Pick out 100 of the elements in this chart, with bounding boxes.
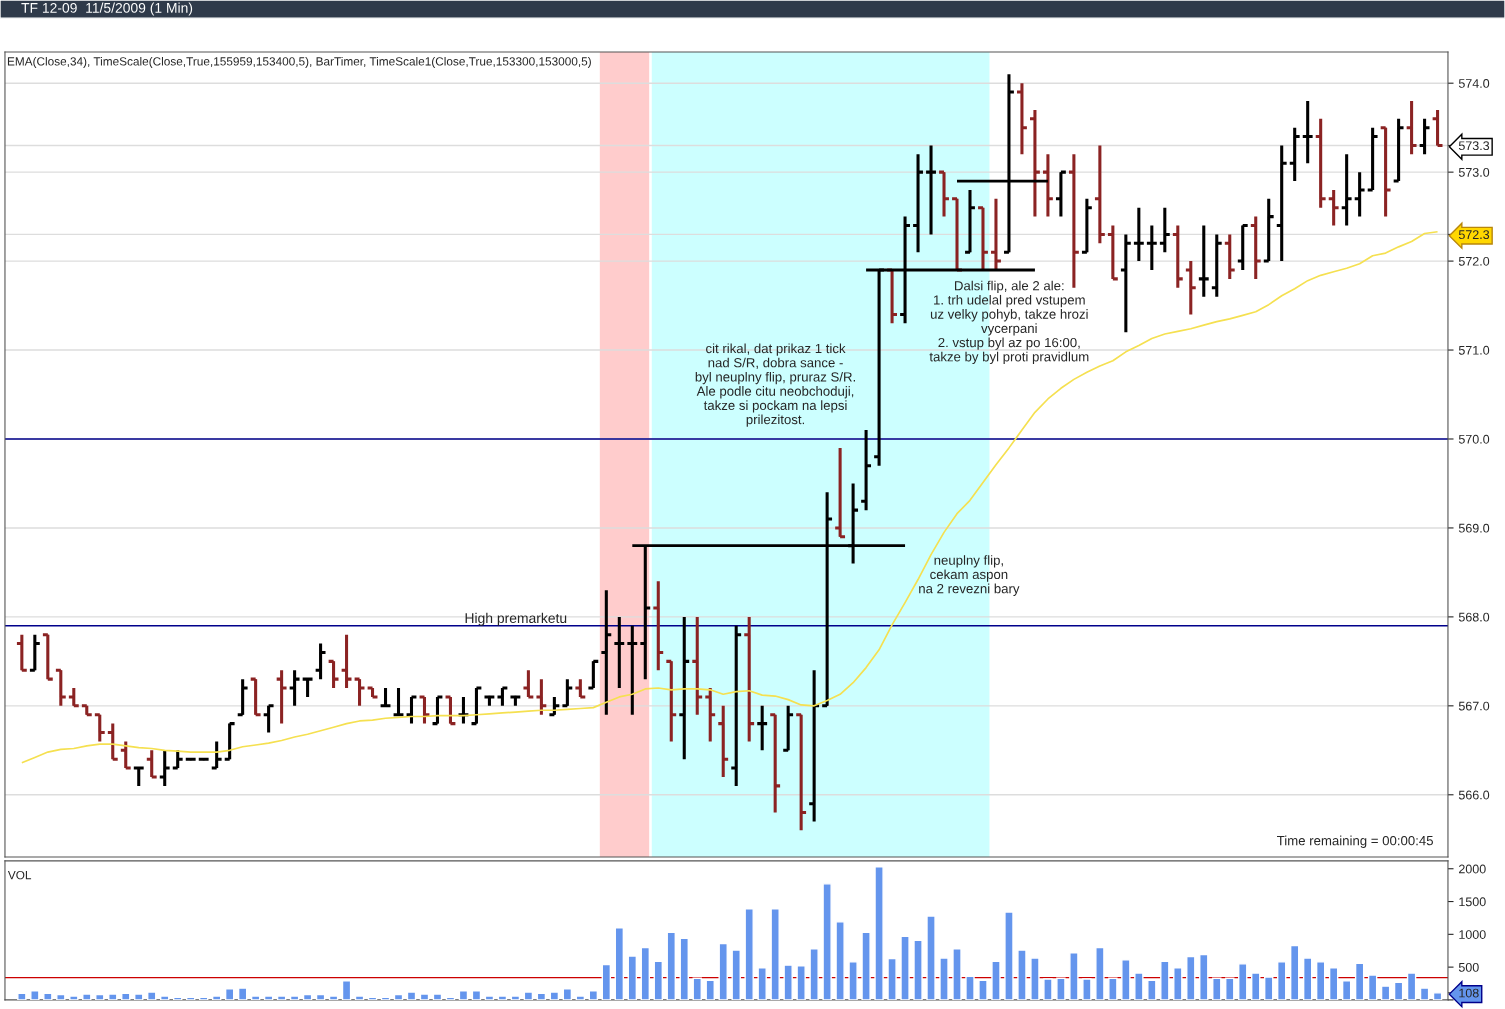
bar [484, 995, 495, 1000]
y-axis-title: VOL [7, 870, 32, 880]
y-tick-label: 573.0 [1458, 167, 1490, 177]
bar [523, 991, 534, 1000]
bar [614, 927, 625, 1000]
bar [69, 995, 79, 1000]
y-tick-label: 569.0 [1458, 523, 1490, 533]
bar [601, 963, 612, 1000]
y-tick-label: 573.3 [1458, 141, 1490, 151]
bar [458, 990, 469, 1000]
bar [978, 979, 988, 1000]
bar [627, 955, 638, 1000]
bar [160, 995, 170, 1000]
line-series [21, 230, 1439, 764]
bar [276, 995, 287, 1000]
bar [679, 937, 689, 1000]
bar [1186, 955, 1196, 1000]
y-tick-label: 570.0 [1458, 434, 1490, 444]
bar [1043, 978, 1053, 1000]
bar [952, 948, 962, 1000]
bar [692, 977, 702, 1000]
bar [224, 988, 235, 1000]
bar [640, 946, 651, 1000]
bar [328, 995, 339, 1000]
bar [1004, 911, 1014, 1000]
bar [82, 993, 92, 1000]
bar [1121, 959, 1131, 1000]
ref-line-label: High premarketu [465, 612, 567, 626]
bar [419, 993, 430, 1000]
bar [302, 993, 313, 1000]
bar [406, 991, 417, 1000]
bar [315, 993, 326, 1000]
bar [1225, 977, 1235, 1000]
bar [1315, 961, 1326, 1000]
bar [1251, 972, 1261, 1000]
bar [1238, 963, 1248, 1000]
bar [1432, 992, 1443, 1000]
bar [17, 992, 27, 1000]
bar [848, 961, 858, 1000]
bar [172, 996, 183, 1000]
bar [809, 948, 819, 1000]
bar [1199, 953, 1209, 1000]
annotation: cit rikal, dat prikaz 1 tick nad S/R, dobra sance - byl neuplny flip, pruraz S/R. Ale podle citu neobchoduji, takze si pockam na lepsi prilezitost. [695, 343, 855, 427]
bar [1264, 976, 1274, 1000]
y-tick-label: 568.0 [1458, 612, 1490, 622]
chart-title: TF 12-09 11/5/2009 (1 Min) [21, 2, 193, 16]
bar [1017, 949, 1027, 1000]
bar [134, 993, 144, 1000]
bar [926, 915, 936, 1000]
bar [757, 967, 767, 1000]
bar [939, 957, 949, 1000]
bar [1095, 946, 1105, 1000]
bar [1380, 985, 1391, 1000]
bar [796, 965, 806, 1000]
bar [263, 995, 274, 1000]
bar [1212, 977, 1222, 1000]
bar [367, 996, 378, 1000]
y-tick-label: 500 [1458, 962, 1479, 972]
bar [913, 939, 923, 1000]
bar [471, 990, 482, 1000]
y-tick-label: 108 [1459, 988, 1479, 998]
bar [108, 993, 118, 1000]
bar [900, 935, 910, 1000]
bar [887, 957, 897, 1000]
bar [1393, 981, 1404, 1000]
bar [588, 990, 599, 1000]
bar [1108, 977, 1118, 1000]
bar [575, 995, 586, 1000]
y-tick-label: 574.0 [1458, 79, 1490, 88]
bar [1069, 952, 1079, 1000]
bar [211, 995, 222, 1000]
y-tick-label: 572.0 [1458, 256, 1490, 266]
bar [1289, 944, 1300, 1000]
bar [1328, 967, 1339, 1000]
bar [497, 995, 508, 1000]
bar [1134, 972, 1144, 1000]
bar [95, 993, 105, 1000]
y-tick-label: 1500 [1459, 897, 1486, 907]
bar [861, 931, 871, 1000]
bar [1406, 972, 1417, 1000]
bar [562, 988, 573, 1000]
bar [380, 996, 391, 1000]
bar [56, 993, 66, 1000]
bar [744, 908, 754, 1000]
bar [1173, 967, 1183, 1000]
bar [341, 980, 352, 1000]
annotation: Dalsi flip, ale 2 ale: 1. trh udelal pred vstupem uz velky pohyb, takze hrozi vycerpani 2. vstup byl az po 16:00, takze by byl proti pravidlum [929, 280, 1089, 365]
annotation: neuplny flip, cekam aspon na 2 revezni bary [919, 555, 1020, 596]
bar [1354, 962, 1365, 1000]
y-tick-label: 571.0 [1458, 345, 1490, 355]
y-tick-label: 1000 [1459, 930, 1486, 939]
y-tick-label: 2000 [1459, 864, 1486, 874]
bar [653, 960, 663, 1000]
bar [783, 964, 793, 1000]
bar [666, 931, 676, 1000]
bar [121, 992, 131, 1000]
bar [289, 995, 300, 1000]
bar [874, 866, 884, 1000]
y-tick-label: 567.0 [1458, 701, 1490, 711]
bar [822, 883, 832, 1000]
